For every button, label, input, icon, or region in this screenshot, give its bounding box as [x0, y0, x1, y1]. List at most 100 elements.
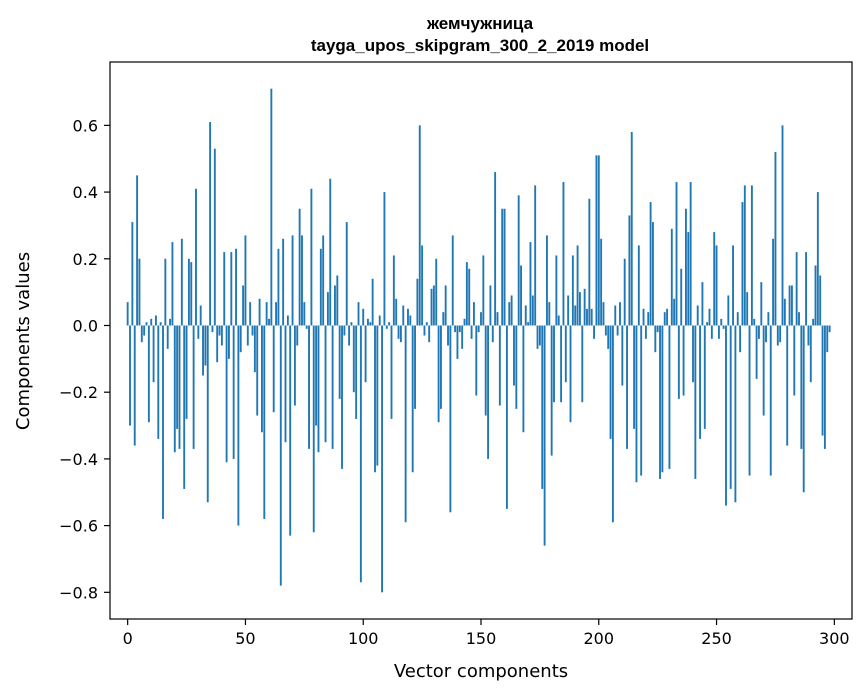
bar	[567, 295, 570, 326]
bar	[397, 325, 400, 339]
bar	[680, 268, 683, 326]
bar	[581, 325, 584, 403]
bar	[508, 302, 511, 326]
bar	[388, 322, 391, 326]
bar	[706, 322, 709, 326]
bar	[741, 202, 744, 326]
chart-title: жемчужница	[426, 14, 534, 33]
bar	[701, 282, 704, 326]
bar	[767, 312, 770, 326]
bar	[786, 325, 789, 446]
bar	[159, 322, 162, 326]
bar	[805, 252, 807, 326]
bar	[423, 325, 426, 336]
bar	[176, 325, 179, 429]
bar	[345, 222, 348, 326]
bar	[619, 302, 621, 326]
bar	[376, 325, 379, 466]
bar	[477, 325, 480, 333]
bar	[206, 325, 209, 503]
bar	[275, 302, 277, 326]
bar	[708, 308, 711, 326]
bar	[734, 325, 737, 503]
bar	[197, 325, 200, 339]
bar	[550, 325, 553, 456]
y-tick-label: −0.6	[59, 517, 98, 536]
bar	[133, 325, 136, 446]
bar	[557, 315, 560, 326]
bar	[510, 295, 513, 326]
bar	[699, 325, 701, 439]
bar	[468, 268, 471, 326]
bar	[447, 325, 449, 346]
bar	[517, 195, 520, 326]
bar	[437, 325, 440, 423]
bar	[244, 235, 247, 326]
bar	[150, 318, 153, 326]
bar	[129, 325, 131, 426]
bar	[272, 325, 275, 413]
y-tick-label: 0.0	[73, 316, 98, 335]
bar	[527, 322, 530, 326]
bar	[750, 185, 753, 326]
bar	[402, 305, 405, 326]
x-tick-label: 300	[819, 629, 850, 648]
bar	[494, 172, 497, 326]
bar	[673, 298, 676, 326]
bar	[529, 242, 532, 326]
bar	[336, 275, 339, 326]
bar	[755, 325, 758, 379]
bar	[626, 325, 628, 449]
bar	[315, 325, 318, 426]
bar	[788, 285, 791, 326]
bar	[642, 308, 645, 326]
bar	[489, 285, 492, 326]
bar	[800, 325, 803, 449]
bar	[729, 325, 732, 489]
bar	[350, 322, 353, 326]
bar	[301, 235, 303, 326]
bar	[484, 325, 487, 416]
bar	[369, 322, 372, 326]
bar	[329, 178, 332, 326]
bar	[677, 325, 680, 399]
bar	[451, 235, 454, 326]
bar	[463, 318, 466, 326]
bar	[571, 255, 574, 326]
bar	[616, 325, 619, 336]
bar	[472, 302, 475, 326]
bar	[717, 325, 720, 339]
bar	[515, 325, 518, 409]
bar	[713, 232, 716, 326]
bar	[211, 325, 214, 333]
bar	[414, 325, 416, 409]
bar	[520, 265, 522, 326]
y-axis-ticks: −0.8 −0.6 −0.4 −0.2 0.0 0.2 0.4 0.6	[59, 116, 110, 602]
bar	[607, 325, 610, 349]
bar	[444, 285, 447, 326]
bar	[548, 302, 551, 326]
bar	[171, 242, 174, 326]
bar	[569, 325, 572, 423]
bar	[772, 238, 775, 326]
bar	[293, 325, 296, 406]
bar	[795, 252, 798, 326]
bar	[779, 325, 782, 343]
bar	[260, 325, 263, 433]
bar	[251, 325, 254, 336]
bar	[546, 235, 548, 326]
bar	[534, 185, 537, 326]
bar	[324, 325, 327, 443]
bar	[145, 322, 148, 326]
bar	[249, 302, 252, 326]
bar	[152, 325, 155, 383]
bar	[326, 292, 329, 326]
bar	[576, 245, 579, 326]
bar	[225, 325, 228, 463]
bar	[185, 325, 188, 419]
bar	[600, 238, 603, 326]
bar	[430, 288, 433, 326]
bar	[732, 245, 734, 326]
x-tick-label: 50	[235, 629, 255, 648]
bar	[187, 258, 190, 326]
